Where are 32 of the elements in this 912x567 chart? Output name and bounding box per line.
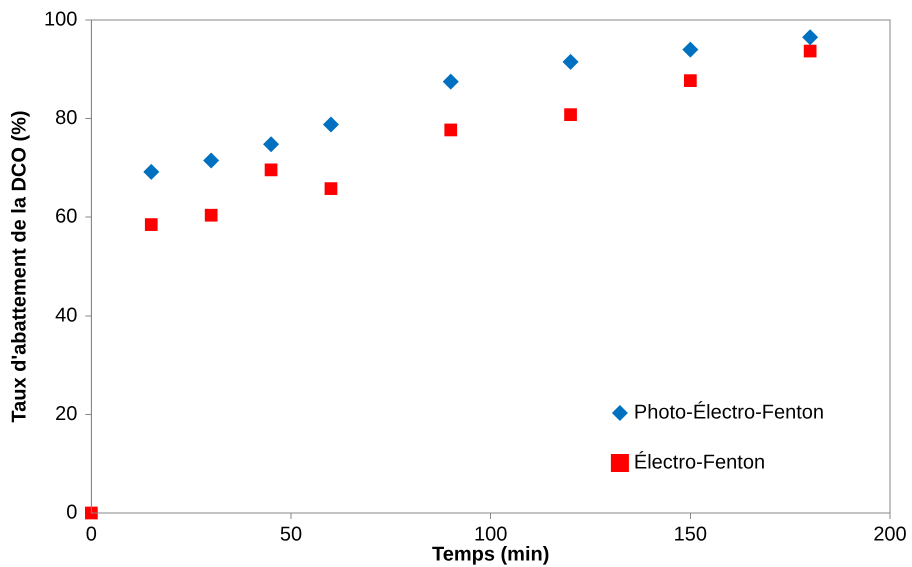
y-tick-label: 0 <box>66 502 78 524</box>
point <box>264 164 278 176</box>
y-tick-label: 60 <box>55 206 78 228</box>
y-tick-label: 20 <box>55 402 78 425</box>
x-tick-label: 50 <box>280 524 302 546</box>
point <box>263 136 280 152</box>
y-axis-title: Taux d'abattement de la DCO (%) <box>8 110 31 423</box>
point <box>144 218 158 231</box>
y-tick-label: 100 <box>44 8 78 31</box>
legend-label: Photo-Électro-Fenton <box>634 400 824 424</box>
point <box>682 42 698 58</box>
y-tick-label: 80 <box>55 107 78 130</box>
x-axis-title: Temps (min) <box>432 544 550 566</box>
point <box>204 208 218 222</box>
point <box>324 182 338 195</box>
point <box>684 74 697 88</box>
point <box>143 164 160 180</box>
point <box>444 124 458 136</box>
point <box>203 152 220 169</box>
x-tick-label: 100 <box>474 524 508 546</box>
point <box>562 54 579 70</box>
point <box>442 74 459 90</box>
point <box>804 44 816 58</box>
x-tick-label: 200 <box>873 524 907 546</box>
legend-label: Électro-Fenton <box>634 450 766 474</box>
y-tick-label: 40 <box>55 304 78 326</box>
x-tick-label: 150 <box>674 524 708 546</box>
point <box>802 29 818 46</box>
point <box>322 116 339 133</box>
point <box>85 506 98 520</box>
point <box>564 108 577 122</box>
x-tick-label: 0 <box>86 524 97 546</box>
